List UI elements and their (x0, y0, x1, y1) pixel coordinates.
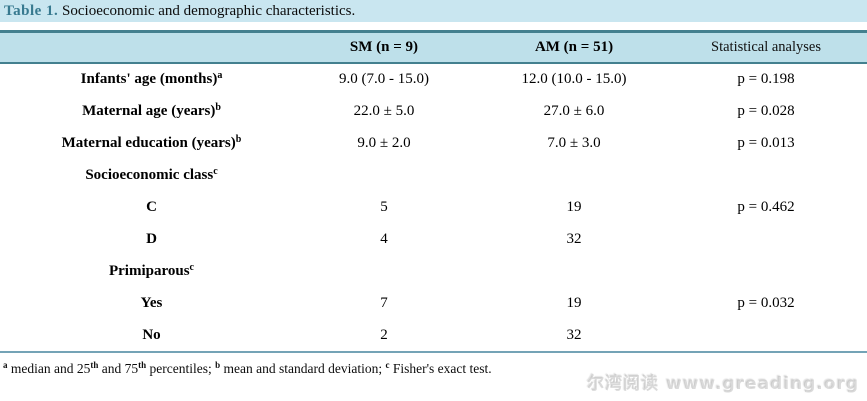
watermark: 尔湾阅读 www.greading.org (587, 374, 859, 394)
row-label-superscript: c (189, 261, 194, 273)
row-label: Socioeconomic classc (0, 167, 303, 184)
table-row: C 5 19 p = 0.462 (0, 192, 867, 224)
footnote-text: and 75 (98, 361, 139, 376)
cell-am: 19 (566, 198, 582, 215)
table-row: Maternal education (years)b 9.0 ± 2.0 7.… (0, 128, 867, 160)
cell-p-value: p = 0.013 (737, 135, 795, 152)
cell-sm: 7 (380, 294, 388, 311)
table-number-label: Table 1. (4, 3, 59, 19)
table-row: D 4 32 (0, 223, 867, 255)
row-label: No (0, 327, 303, 344)
row-label-text: Infants' age (months) (80, 71, 218, 88)
cell-am: 7.0 ± 3.0 (547, 135, 601, 152)
cell-p-value: p = 0.198 (737, 71, 795, 88)
table-body: Infants' age (months)a 9.0 (7.0 - 15.0) … (0, 64, 867, 353)
footnote-superscript-th: th (90, 360, 99, 371)
cell-sm: 4 (380, 230, 388, 247)
table-row: Yes 7 19 p = 0.032 (0, 287, 867, 319)
row-label-superscript: b (215, 102, 221, 114)
row-label-text: Maternal education (years) (61, 135, 236, 152)
footnote-marker-a: a (3, 360, 8, 371)
row-label-superscript: b (235, 134, 242, 146)
column-header-sm: SM (n = 9) (349, 39, 419, 55)
cell-am: 32 (566, 326, 582, 343)
row-label: Primiparousc (0, 261, 303, 280)
cell-am: 12.0 (10.0 - 15.0) (521, 71, 627, 88)
cell-am: 19 (566, 294, 582, 311)
row-label-text: Primiparous (108, 262, 190, 279)
table-footnote: a median and 25th and 75th percentiles; … (0, 361, 867, 377)
footnote-marker-b: b (215, 360, 221, 371)
table-header-row: SM (n = 9) AM (n = 51) Statistical analy… (0, 30, 867, 64)
cell-p-value: p = 0.028 (737, 103, 795, 120)
row-label-text: Yes (140, 294, 163, 311)
cell-sm: 9.0 (7.0 - 15.0) (339, 71, 429, 88)
row-label-text: D (146, 230, 157, 247)
cell-p-value: p = 0.462 (737, 198, 795, 215)
cell-sm: 5 (380, 198, 388, 215)
cell-p-value: p = 0.032 (737, 294, 795, 311)
footnote-marker-c: c (385, 360, 390, 371)
row-label-text: C (146, 198, 157, 215)
cell-am: 27.0 ± 6.0 (543, 103, 605, 120)
table-row: No 2 32 (0, 319, 867, 351)
table-title-text: Socioeconomic and demographic characteri… (58, 3, 356, 19)
footnote-text: median and 25 (7, 361, 91, 376)
footnote-superscript-th: th (138, 360, 147, 371)
row-label-text: Maternal age (years) (82, 103, 216, 120)
table-row: Maternal age (years)b 22.0 ± 5.0 27.0 ± … (0, 96, 867, 128)
table-row: Socioeconomic classc (0, 160, 867, 192)
row-label-text: No (142, 326, 161, 343)
cell-am: 32 (566, 230, 582, 247)
table-row: Infants' age (months)a 9.0 (7.0 - 15.0) … (0, 64, 867, 96)
row-label: Yes (0, 295, 303, 312)
cell-sm: 2 (380, 326, 388, 343)
cell-sm: 9.0 ± 2.0 (357, 135, 411, 152)
table-caption-bar: Table 1. Socioeconomic and demographic c… (0, 0, 867, 22)
row-label-superscript: c (213, 166, 218, 178)
footnote-text: mean and standard deviation; (220, 361, 386, 376)
row-label: D (0, 231, 303, 248)
row-label: C (0, 199, 303, 216)
data-table: SM (n = 9) AM (n = 51) Statistical analy… (0, 30, 867, 353)
row-label-superscript: a (217, 70, 223, 82)
row-label: Maternal education (years)b (0, 135, 303, 152)
table-row: Primiparousc (0, 255, 867, 287)
column-header-am: AM (n = 51) (534, 39, 614, 55)
row-label: Infants' age (months)a (0, 71, 303, 88)
footnote-text: Fisher's exact test. (389, 361, 492, 376)
footnote-text: percentiles; (146, 361, 216, 376)
row-label: Maternal age (years)b (0, 103, 303, 120)
column-header-statistical-analyses: Statistical analyses (711, 39, 821, 55)
row-label-text: Socioeconomic class (85, 167, 214, 184)
cell-sm: 22.0 ± 5.0 (353, 103, 415, 120)
